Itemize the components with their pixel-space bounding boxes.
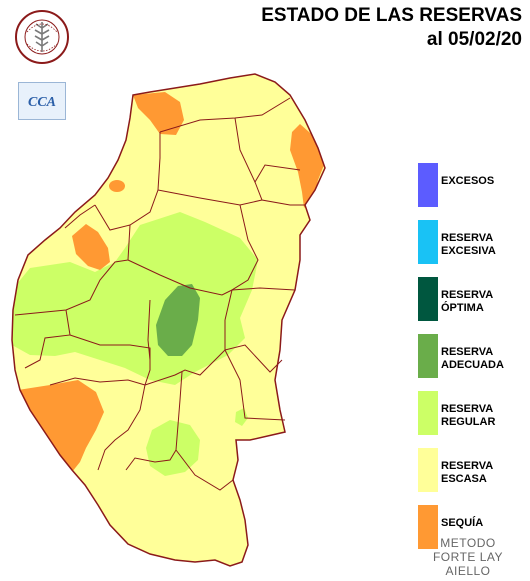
zone-reserva-regular-central (12, 212, 258, 385)
legend-swatch (418, 391, 438, 435)
legend-label: SEQUÍA (441, 517, 484, 529)
cca-logo: CCA (18, 82, 66, 120)
legend-swatch (418, 505, 438, 549)
zone-reserva-adecuada (156, 284, 200, 356)
legend-item-sequia: SEQUÍA (418, 505, 528, 562)
method-line: AIELLO (445, 564, 491, 578)
legend: EXCESOS RESERVA EXCESIVA RESERVA ÓPTIMA … (418, 163, 528, 562)
legend-swatch (418, 334, 438, 378)
zone-sequia-west (72, 224, 110, 270)
department-boundaries (14, 97, 305, 491)
legend-label: RESERVA ÓPTIMA (441, 289, 494, 314)
zone-reserva-regular-south (146, 420, 200, 476)
legend-item-reserva-escasa: RESERVA ESCASA (418, 448, 528, 505)
title-date: al 05/02/20 (426, 29, 522, 50)
legend-item-reserva-regular: RESERVA REGULAR (418, 391, 528, 448)
entre-rios-reserves-map (11, 73, 326, 567)
legend-swatch (418, 163, 438, 207)
legend-item-reserva-excesiva: RESERVA EXCESIVA (418, 220, 528, 277)
title-line1: ESTADO DE LAS RESERVAS (261, 5, 522, 26)
zone-sequia-north (133, 92, 184, 135)
zone-sequia-southwest (18, 380, 104, 472)
method-line: METODO (440, 536, 496, 550)
legend-item-reserva-optima: RESERVA ÓPTIMA (418, 277, 528, 334)
legend-swatch (418, 448, 438, 492)
legend-label: RESERVA EXCESIVA (441, 232, 496, 257)
legend-swatch (418, 220, 438, 264)
legend-label: RESERVA ESCASA (441, 460, 494, 485)
cca-logo-text: CCA (28, 95, 56, 110)
bolsa-cereales-seal-logo (15, 10, 69, 64)
legend-swatch (418, 277, 438, 321)
method-note: METODO FORTE LAY AIELLO (418, 536, 518, 578)
legend-label: RESERVA ADECUADA (441, 346, 504, 371)
legend-label: EXCESOS (441, 175, 495, 187)
legend-label: RESERVA REGULAR (441, 403, 496, 428)
legend-item-excesos: EXCESOS (418, 163, 528, 220)
method-line: FORTE LAY (432, 550, 504, 564)
legend-item-reserva-adecuada: RESERVA ADECUADA (418, 334, 528, 391)
zone-sequia-small (109, 180, 125, 192)
map-title: ESTADO DE LAS RESERVAS al 05/02/20 (261, 4, 522, 52)
